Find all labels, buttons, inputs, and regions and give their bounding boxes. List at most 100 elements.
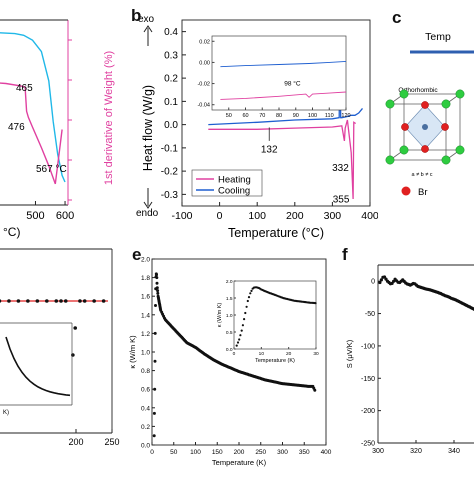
- panel-a-tga-line: [0, 32, 65, 182]
- panel-e-inset-y-tick-label: 0.5: [226, 330, 233, 336]
- panel-b-inset-annotation: 98 °C: [284, 80, 301, 88]
- panel-d-point: [92, 299, 96, 303]
- panel-c-atom-cs: [442, 100, 450, 108]
- panel-c-atom-cs: [456, 90, 464, 98]
- panel-e-x-tick-label: 100: [190, 449, 201, 456]
- panel-c-atom-cs: [442, 156, 450, 164]
- panel-e-point: [156, 282, 159, 285]
- panel-d-point: [45, 299, 49, 303]
- panel-f-y-tick-label: -100: [361, 343, 375, 350]
- panel-b-inset-x-tick-label: 60: [242, 113, 248, 119]
- panel-b-inset-y-tick-label: -0.04: [197, 103, 210, 109]
- panel-b-inset-x-tick-label: 110: [325, 113, 334, 119]
- panel-b-inset-x-tick-label: 120: [341, 113, 350, 119]
- panel-b-x-label: Temperature (°C): [228, 226, 324, 240]
- panel-c-legend-br-swatch: [402, 187, 411, 196]
- panel-e-x-tick-label: 50: [170, 449, 178, 456]
- panel-e-point: [313, 389, 316, 392]
- panel-b-annotation-132: 132: [261, 145, 278, 156]
- panel-a-right-axis-label: 1st derivative of Weight (%): [103, 51, 115, 185]
- panel-b-y-tick-label: -0.2: [161, 167, 179, 178]
- panel-e-point: [153, 388, 156, 391]
- panel-c-lattice: a ≠ b ≠ c: [411, 172, 432, 178]
- panel-e-inset-y-tick-label: 1.0: [226, 313, 233, 319]
- panel-c-atom-cs: [386, 100, 394, 108]
- panel-c-atom-br: [401, 123, 408, 130]
- panel-b-y-tick-label: 0.0: [164, 120, 178, 131]
- panel-e-point: [154, 360, 157, 363]
- panel-d-point: [0, 299, 1, 303]
- panel-b-y-tick-label: -0.3: [161, 190, 179, 201]
- panel-e-inset-point: [242, 324, 244, 326]
- panel-a-annotation-465: 465: [16, 83, 33, 94]
- panel-d-point: [71, 353, 75, 357]
- panel-b-x-tick-label: -100: [171, 210, 192, 222]
- panel-d-x-tick-label: 250: [104, 437, 119, 447]
- panel-d-point: [17, 299, 21, 303]
- panel-b-x-tick-label: 100: [248, 210, 266, 222]
- panel-e-inset-point: [244, 312, 246, 314]
- panel-e-y-tick-label: 1.4: [141, 312, 150, 319]
- panel-f-y-tick-label: -50: [365, 311, 375, 318]
- panel-b-y-tick-label: 0.3: [164, 50, 178, 61]
- panel-e-y-tick-label: 1.6: [141, 294, 150, 301]
- panel-e-point: [154, 304, 157, 307]
- panel-e-inset-frame: [234, 281, 316, 349]
- panel-e-x-tick-label: 0: [150, 449, 154, 456]
- panel-a-x-tick-label: 600: [56, 210, 74, 222]
- panel-e-inset-point: [249, 292, 251, 294]
- panel-e-y-tick-label: 0.4: [141, 405, 150, 412]
- panel-b-y-tick-label: 0.1: [164, 97, 178, 108]
- panel-e-x-tick-label: 300: [277, 449, 288, 456]
- panel-b-inset-x-tick-label: 90: [293, 113, 299, 119]
- panel-d-point: [54, 299, 58, 303]
- panel-e-point: [155, 273, 158, 276]
- panel-c-atom-cs: [400, 146, 408, 154]
- panel-d-point: [7, 299, 11, 303]
- panel-b-inset-x-tick-label: 80: [276, 113, 282, 119]
- panel-b-inset-x-tick-label: 70: [259, 113, 265, 119]
- panel-e-inset-point: [239, 334, 241, 336]
- panel-d-point: [59, 299, 63, 303]
- panel-c-atom-cs: [400, 90, 408, 98]
- panel-f-y-tick-label: 0: [371, 279, 375, 286]
- panel-e-y-tick-label: 1.0: [141, 350, 150, 357]
- panel-e-point: [156, 286, 159, 289]
- panel-d-point: [36, 299, 40, 303]
- panel-b-inset-y-tick-label: 0.02: [199, 39, 210, 45]
- panel-d-point: [83, 299, 87, 303]
- panel-a-annotation-567: 567 °C: [36, 164, 67, 175]
- panel-e-inset-point: [241, 330, 243, 332]
- panel-e-y-tick-label: 0.0: [141, 443, 150, 450]
- panel-letter-e: e: [132, 245, 141, 265]
- panel-e-inset-y-tick-label: 1.5: [226, 296, 233, 302]
- panel-e-point: [155, 276, 158, 279]
- panel-e-inset-x-tick-label: 20: [286, 351, 292, 357]
- panel-e-inset-x-tick-label: 0: [233, 351, 236, 357]
- panel-e-x-label: Temperature (K): [212, 458, 267, 467]
- panel-b-x-tick-label: 300: [324, 210, 342, 222]
- panel-d-point: [78, 299, 82, 303]
- panel-e-inset-point: [237, 341, 239, 343]
- panel-e-y-tick-label: 1.2: [141, 331, 150, 338]
- panel-d-point: [26, 299, 30, 303]
- panel-f-y-label: S (μV/K): [345, 339, 354, 368]
- panel-f-y-tick-label: -200: [361, 408, 375, 415]
- panel-e-inset-y-label: κ (W/m K): [217, 303, 223, 328]
- panel-d-point: [102, 299, 106, 303]
- panel-e-y-tick-label: 0.2: [141, 424, 150, 431]
- panel-b-inset-y-tick-label: -0.02: [197, 82, 210, 88]
- panel-b-inset-y-tick-label: 0.00: [199, 60, 210, 66]
- panel-e-inset-point: [236, 345, 238, 347]
- panel-e-inset-point: [248, 296, 250, 298]
- panel-letter-b: b: [131, 6, 141, 26]
- panel-b-x-tick-label: 400: [361, 210, 378, 222]
- panel-b-legend-label-heating: Heating: [218, 175, 251, 186]
